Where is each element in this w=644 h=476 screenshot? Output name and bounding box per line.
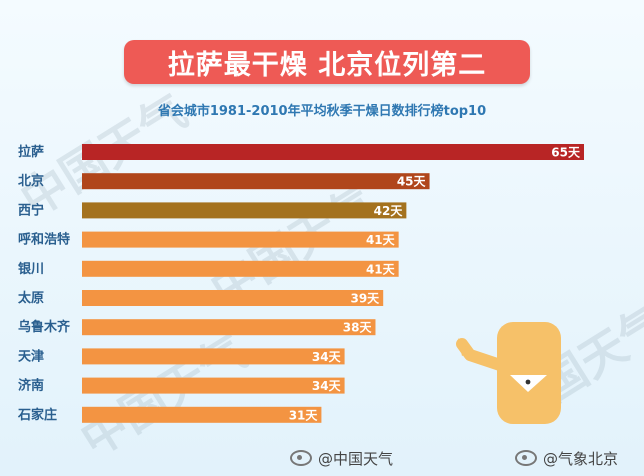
bar-value-label: 41天 (366, 262, 396, 276)
bar (82, 348, 345, 365)
bar (82, 144, 584, 160)
bar-value-label: 34天 (312, 379, 342, 393)
weibo-icon (290, 450, 312, 466)
mascot-body (497, 322, 561, 424)
category-label: 济南 (18, 378, 44, 394)
bar (82, 173, 430, 190)
category-label: 石家庄 (17, 407, 57, 423)
headline-banner: 拉萨最干燥 北京位列第二 (124, 40, 530, 84)
mascot-button (525, 379, 531, 385)
bar (82, 290, 384, 306)
bar (82, 260, 399, 277)
mascot-hand (458, 338, 470, 356)
chart-title: 省会城市1981-2010年平均秋季干燥日数排行榜top10 (157, 104, 487, 119)
bar-value-label: 34天 (312, 350, 342, 364)
category-label: 乌鲁木齐 (18, 319, 71, 335)
mascot-arm (456, 338, 509, 372)
bar-value-label: 31天 (289, 408, 319, 422)
category-label: 银川 (18, 261, 44, 277)
bar-value-label: 45天 (397, 175, 427, 189)
bar (82, 377, 345, 394)
footer-left-text: @中国天气 (318, 449, 394, 468)
bar-value-label: 39天 (350, 292, 380, 306)
category-label: 呼和浩特 (18, 232, 70, 248)
bar (82, 231, 399, 248)
headline-text: 拉萨最干燥 北京位列第二 (167, 49, 487, 81)
bar (82, 202, 407, 219)
bar-value-label: 38天 (343, 321, 373, 335)
bar (82, 406, 322, 423)
bar-value-label: 65天 (551, 146, 581, 160)
category-label: 西宁 (18, 202, 44, 218)
footer-source-left[interactable]: @中国天气 (290, 446, 393, 470)
category-label: 北京 (18, 173, 44, 189)
footer-right-text: @气象北京 (543, 449, 619, 468)
category-label: 拉萨 (18, 144, 44, 160)
bar (82, 319, 376, 336)
category-label: 太原 (17, 290, 44, 306)
category-label: 天津 (18, 348, 44, 364)
bar-value-label: 41天 (366, 233, 396, 247)
footer-source-right[interactable]: @气象北京 (515, 446, 618, 470)
bar-value-label: 42天 (374, 204, 404, 218)
mascot-figure (456, 322, 561, 424)
weibo-icon (515, 450, 537, 466)
